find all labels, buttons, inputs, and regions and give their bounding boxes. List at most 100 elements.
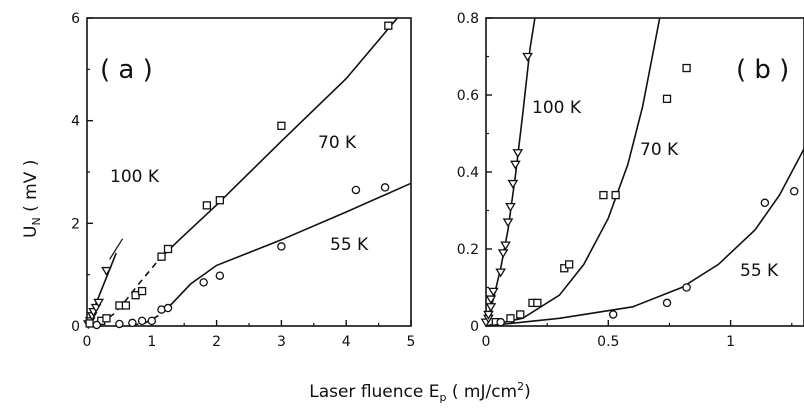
panel-b-point-100-k-13 (512, 149, 524, 159)
panel-a: 0 1 2 3 4 5 0 2 4 6 ( a ) 100 K 70 K 55 K (71, 11, 415, 350)
panel-b-point-100-k-12 (510, 160, 521, 170)
panel-b-point-100-k-7 (497, 249, 509, 259)
x-axis-label-sub: p (439, 391, 446, 404)
panel-b-point-55-k-5 (789, 186, 799, 196)
panel-b-point-55-k-4 (760, 198, 770, 208)
panel-a-x-tick-label-2: 2 (212, 334, 221, 350)
panel-b-point-100-k-2 (483, 310, 494, 320)
panel-a-point-55-k-1 (115, 319, 124, 329)
panel-a-y-tick-label-0: 0 (71, 319, 80, 335)
panel-b-fit-70-k (486, 18, 661, 326)
panel-b-y-tick-label-0-6: 0.6 (457, 88, 479, 104)
panel-b-point-70-k-2 (516, 310, 525, 319)
panel-b-fit-55-k (486, 146, 804, 326)
panel-b-point-100-k-5 (487, 287, 499, 297)
panel-b-point-70-k-1 (506, 314, 515, 323)
panel-a-y-tick-label-2: 2 (71, 216, 80, 232)
panel-a-fit-70-k (157, 18, 399, 261)
panel-a-series-label-100-k: 100 K (110, 167, 160, 187)
panel-b-point-100-k-10 (505, 203, 516, 212)
panel-a-point-55-k-2 (128, 318, 137, 328)
y-axis-label-main: U (21, 226, 41, 238)
y-axis-label-sub: N (30, 217, 43, 225)
panel-a-y-tick-label-4: 4 (71, 114, 80, 130)
x-axis-label-main: Laser fluence E (309, 382, 439, 402)
panel-a-point-55-k-7 (199, 278, 208, 287)
panel-b-y-tick-label-0: 0 (470, 319, 479, 335)
panel-b-point-70-k-4 (533, 298, 542, 308)
panel-b-y-tick-label-0-4: 0.4 (457, 165, 479, 181)
panel-b-point-70-k-10 (682, 63, 691, 73)
x-axis-label-sup: 2 (517, 380, 524, 393)
panel-a-point-55-k-10 (351, 185, 361, 195)
panel-b-series-label-100-k: 100 K (532, 98, 582, 118)
panel-b-point-100-k-3 (485, 303, 497, 313)
panel-a-point-100-k-5 (93, 298, 105, 308)
panel-b-series-100-k: 100 K (480, 18, 582, 328)
panel-b: 0 0.5 1 0 0.2 0.4 0.6 0.8 ( b ) 100 K 70 K 55 K (457, 11, 804, 350)
x-axis-label: Laser fluence Ep ( mJ/cm2) (309, 380, 531, 404)
panel-b-point-100-k-4 (485, 295, 497, 305)
panel-b-series-70-k: 70 K (486, 18, 691, 327)
panel-a-point-70-k-8 (163, 244, 173, 254)
panel-a-point-70-k-2 (102, 314, 111, 323)
panel-b-point-70-k-7 (599, 190, 608, 200)
x-axis-label-units-a: ( mJ/cm (446, 382, 517, 402)
panel-b-point-100-k-9 (502, 218, 514, 228)
panel-b-point-70-k-8 (611, 190, 620, 200)
panel-a-point-70-k-10 (215, 196, 224, 205)
panel-a-point-70-k-0 (85, 319, 94, 328)
panel-b-point-55-k-2 (662, 298, 672, 308)
panel-b-y-tick-label-0-2: 0.2 (457, 242, 479, 258)
panel-a-fit-55-k (170, 182, 411, 305)
panel-a-point-70-k-11 (277, 121, 286, 130)
panel-b-point-100-k-8 (500, 241, 511, 251)
panel-a-point-70-k-6 (137, 286, 147, 296)
panel-b-series-label-55-k: 55 K (740, 261, 779, 281)
panel-b-point-100-k-14 (522, 52, 533, 62)
panel-a-pointer-100-k (109, 238, 124, 260)
panel-a-series-70-k: 70 K (85, 18, 399, 328)
panel-b-point-100-k-11 (507, 179, 519, 189)
y-axis-label-units: ( mV ) (21, 160, 41, 218)
panel-b-point-70-k-6 (565, 260, 574, 269)
x-axis-label-units-b: ) (524, 382, 531, 402)
panel-b-series-55-k: 55 K (486, 146, 804, 327)
panel-a-series-label-70-k: 70 K (318, 133, 357, 153)
panel-a-point-55-k-8 (215, 271, 225, 280)
panel-b-x-tick-label-0: 0 (482, 334, 491, 350)
panel-b-point-70-k-9 (662, 94, 672, 103)
panel-a-x-tick-label-1: 1 (147, 334, 156, 350)
panel-a-point-55-k-3 (137, 316, 147, 326)
panel-b-label: ( b ) (736, 55, 789, 85)
panel-b-point-55-k-0 (496, 317, 505, 327)
panel-b-x-tick-label-1: 1 (726, 334, 735, 350)
y-axis-label: UN ( mV ) (21, 160, 43, 238)
panel-a-x-tick-label-5: 5 (407, 334, 416, 350)
panel-a-point-100-k-6 (101, 266, 112, 276)
panel-a-point-70-k-7 (157, 252, 166, 261)
panel-a-point-55-k-11 (380, 183, 390, 192)
panel-a-point-70-k-4 (121, 301, 131, 310)
panel-a-x-tick-label-0: 0 (83, 334, 92, 350)
panel-a-x-tick-label-4: 4 (342, 334, 351, 350)
panel-a-series-label-55-k: 55 K (330, 235, 369, 255)
panel-b-point-100-k-6 (495, 268, 507, 278)
panel-a-series-55-k: 55 K (92, 182, 411, 330)
panel-a-point-55-k-6 (163, 303, 173, 313)
panel-b-x-tick-label-0-5: 0.5 (597, 334, 619, 350)
panel-a-label: ( a ) (100, 55, 153, 85)
panel-a-point-70-k-12 (384, 21, 393, 30)
panel-a-point-55-k-0 (92, 320, 101, 330)
panel-a-point-55-k-9 (277, 242, 286, 251)
panel-b-point-55-k-3 (682, 283, 691, 292)
panel-b-point-55-k-1 (608, 310, 618, 319)
panel-b-y-tick-label-0-8: 0.8 (457, 11, 479, 27)
panel-a-point-70-k-9 (202, 201, 212, 210)
panel-a-fit-dashed-70-k (99, 259, 159, 325)
panel-b-series-label-70-k: 70 K (640, 140, 679, 160)
panel-b-fit-100-k (486, 18, 536, 326)
panel-a-point-55-k-4 (147, 316, 157, 326)
panel-a-x-tick-label-3: 3 (277, 334, 286, 350)
